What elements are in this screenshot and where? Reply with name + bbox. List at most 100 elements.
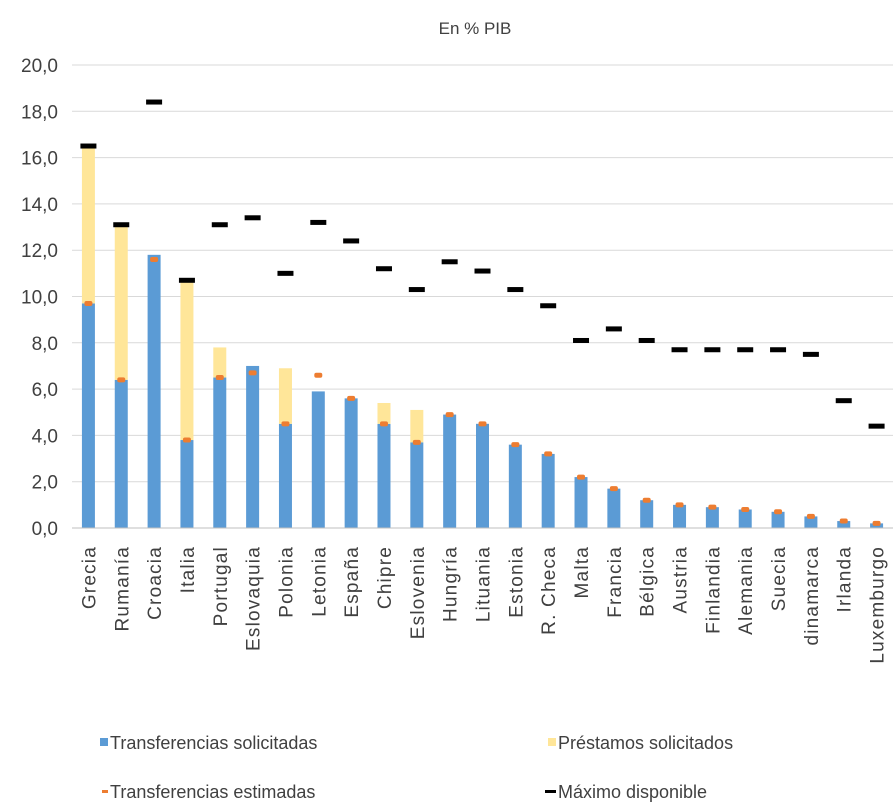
transferencias-estimadas-marker — [380, 421, 388, 426]
transferencias-estimadas-marker — [873, 521, 881, 526]
x-category-label: Italia — [178, 546, 199, 593]
x-category-label: Grecia — [79, 546, 100, 609]
transferencias-estimadas-marker — [183, 438, 191, 443]
transferencias-estimadas-marker — [511, 442, 519, 447]
bar-transferencias-solicitadas — [607, 489, 620, 528]
y-tick-label: 4,0 — [32, 426, 58, 447]
x-category-label: España — [342, 546, 363, 618]
legend-swatch — [545, 790, 556, 793]
y-tick-label: 0,0 — [32, 519, 58, 540]
bar-transferencias-solicitadas — [640, 500, 653, 528]
maximo-disponible-marker — [803, 352, 819, 357]
x-category-label: Francia — [605, 546, 626, 618]
y-tick-label: 2,0 — [32, 473, 58, 494]
y-tick-label: 6,0 — [32, 380, 58, 401]
maximo-disponible-marker — [737, 347, 753, 352]
maximo-disponible-marker — [442, 259, 458, 264]
x-category-label: Finlandia — [703, 546, 724, 634]
legend: Transferencias solicitadas Préstamos soli… — [100, 733, 733, 802]
bar-transferencias-solicitadas — [312, 391, 325, 528]
y-tick-label: 18,0 — [21, 102, 58, 123]
maximo-disponible-marker — [179, 278, 195, 283]
legend-swatch — [100, 738, 108, 746]
legend-swatch — [102, 790, 108, 793]
transferencias-estimadas-marker — [643, 498, 651, 503]
maximo-disponible-marker — [376, 266, 392, 271]
transferencias-estimadas-marker — [413, 440, 421, 445]
bar-transferencias-solicitadas — [115, 380, 128, 528]
maximo-disponible-marker — [606, 326, 622, 331]
y-tick-label: 12,0 — [21, 241, 58, 262]
x-category-label: Eslovenia — [408, 546, 429, 639]
transferencias-estimadas-marker — [708, 505, 716, 510]
bar-transferencias-solicitadas — [739, 509, 752, 528]
x-category-label: dinamarca — [802, 546, 823, 646]
bar-transferencias-solicitadas — [509, 445, 522, 528]
bar-pr-stamos-solicitados — [213, 347, 226, 377]
bar-transferencias-solicitadas — [706, 507, 719, 528]
bar-transferencias-solicitadas — [213, 378, 226, 528]
x-category-label: Alemania — [736, 546, 757, 635]
maximo-disponible-marker — [146, 100, 162, 105]
maximo-disponible-marker — [343, 238, 359, 243]
bar-transferencias-solicitadas — [180, 440, 193, 528]
maximo-disponible-marker — [672, 347, 688, 352]
x-category-label: Eslovaquia — [244, 546, 265, 651]
transferencias-estimadas-marker — [446, 412, 454, 417]
maximo-disponible-marker — [869, 424, 885, 429]
transferencias-estimadas-marker — [577, 475, 585, 480]
y-tick-label: 10,0 — [21, 288, 58, 309]
legend-label: Préstamos solicitados — [558, 733, 733, 753]
transferencias-estimadas-marker — [610, 486, 618, 491]
y-tick-label: 16,0 — [21, 149, 58, 170]
bar-transferencias-solicitadas — [542, 454, 555, 528]
x-category-label: Malta — [572, 546, 593, 598]
bar-transferencias-solicitadas — [148, 255, 161, 528]
x-category-label: R. Checa — [539, 546, 560, 635]
bar-transferencias-solicitadas — [279, 424, 292, 528]
bar-pr-stamos-solicitados — [115, 227, 128, 380]
maximo-disponible-marker — [507, 287, 523, 292]
y-tick-label: 14,0 — [21, 195, 58, 216]
y-tick-label: 20,0 — [21, 56, 58, 77]
bar-transferencias-solicitadas — [377, 424, 390, 528]
y-axis-tick-labels: 0,0 2,0 4,0 6,0 8,0 10,0 12,0 14,0 16,0 18,0 20,0 — [21, 56, 58, 540]
transferencias-estimadas-marker — [774, 509, 782, 514]
chart-title: En % PIB — [439, 19, 512, 38]
bar-transferencias-solicitadas — [673, 505, 686, 528]
legend-label: Máximo disponible — [558, 782, 707, 802]
x-category-label: Croacia — [145, 546, 166, 620]
transferencias-estimadas-marker — [216, 375, 224, 380]
transferencias-estimadas-marker — [314, 373, 322, 378]
maximo-disponible-marker — [573, 338, 589, 343]
y-tick-label: 8,0 — [32, 334, 58, 355]
maximo-disponible-marker — [310, 220, 326, 225]
bar-transferencias-solicitadas — [575, 477, 588, 528]
bar-transferencias-solicitadas — [345, 398, 358, 528]
maximo-disponible-marker — [245, 215, 261, 220]
legend-label: Transferencias estimadas — [110, 782, 315, 802]
bar-transferencias-solicitadas — [246, 366, 259, 528]
maximo-disponible-marker — [836, 398, 852, 403]
legend-label: Transferencias solicitadas — [110, 733, 317, 753]
x-category-label: Bélgica — [638, 546, 659, 617]
bars — [82, 146, 883, 528]
bar-pr-stamos-solicitados — [180, 280, 193, 440]
maximo-disponible-marker — [80, 144, 96, 149]
x-category-label: Estonia — [506, 546, 527, 618]
x-category-label: Portugal — [211, 546, 232, 626]
transferencias-estimadas-marker — [150, 257, 158, 262]
transferencias-estimadas-marker — [544, 451, 552, 456]
transferencias-estimadas-marker — [741, 507, 749, 512]
maximo-disponible-marker — [770, 347, 786, 352]
transferencias-estimadas-marker — [249, 370, 257, 375]
x-category-label: Luxemburgo — [868, 546, 889, 664]
transferencias-estimadas-marker — [807, 514, 815, 519]
x-category-label: Letonia — [309, 546, 330, 617]
bar-pr-stamos-solicitados — [82, 146, 95, 303]
transferencias-estimadas-marker — [281, 421, 289, 426]
maximo-disponible-marker — [212, 222, 228, 227]
bar-transferencias-solicitadas — [443, 415, 456, 528]
bar-transferencias-solicitadas — [476, 424, 489, 528]
bar-pr-stamos-solicitados — [410, 410, 423, 442]
